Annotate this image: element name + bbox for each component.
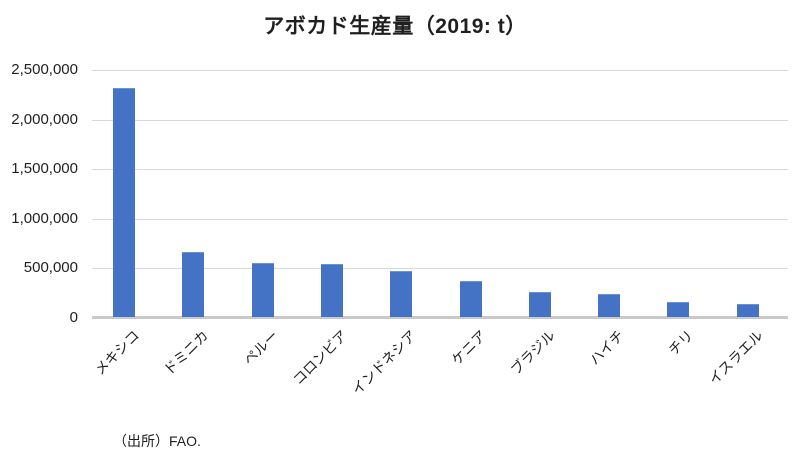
x-tick-label-ペルー: ペルー <box>239 327 281 369</box>
x-axis-line <box>92 316 788 319</box>
bar-チリ <box>667 302 690 317</box>
y-tick-label: 1,500,000 <box>11 160 78 178</box>
x-tick-label-ハイチ: ハイチ <box>586 327 628 368</box>
gridline <box>92 268 788 270</box>
bar-ブラジル <box>528 292 551 317</box>
gridline <box>92 169 788 171</box>
x-tick-label-イスラエル: イスラエル <box>705 327 767 388</box>
y-tick-label: 2,500,000 <box>11 61 78 78</box>
bar-ペルー <box>251 263 274 317</box>
chart-title: アボカド生産量（2019: t） <box>263 15 527 38</box>
x-tick-label-ドミニカ: ドミニカ <box>160 327 212 378</box>
plot-area <box>92 70 788 319</box>
y-tick-label: 0 <box>69 309 78 326</box>
y-tick-label: 500,000 <box>23 259 78 277</box>
x-tick-label-ブラジル: ブラジル <box>507 327 559 378</box>
bar-ケニア <box>459 281 482 317</box>
x-tick-label-チリ: チリ <box>665 327 697 359</box>
x-tick-label-ケニア: ケニア <box>447 327 489 369</box>
bar-ドミニカ <box>182 252 205 317</box>
y-tick-label: 1,000,000 <box>11 209 78 227</box>
gridline <box>92 218 788 220</box>
y-tick-label: 2,000,000 <box>11 110 78 128</box>
x-tick-label-メキシコ: メキシコ <box>91 327 143 378</box>
bar-メキシコ <box>113 88 135 317</box>
x-tick-label-コロンビア: コロンビア <box>289 327 351 388</box>
gridline <box>92 119 788 121</box>
bar-インドネシア <box>390 271 413 317</box>
x-tick-label-インドネシア: インドネシア <box>348 327 420 398</box>
gridline <box>92 70 788 71</box>
bar-コロンビア <box>320 264 343 317</box>
bar-ハイチ <box>598 294 621 317</box>
bar-イスラエル <box>736 304 759 317</box>
source-note: （出所）FAO. <box>113 433 201 449</box>
